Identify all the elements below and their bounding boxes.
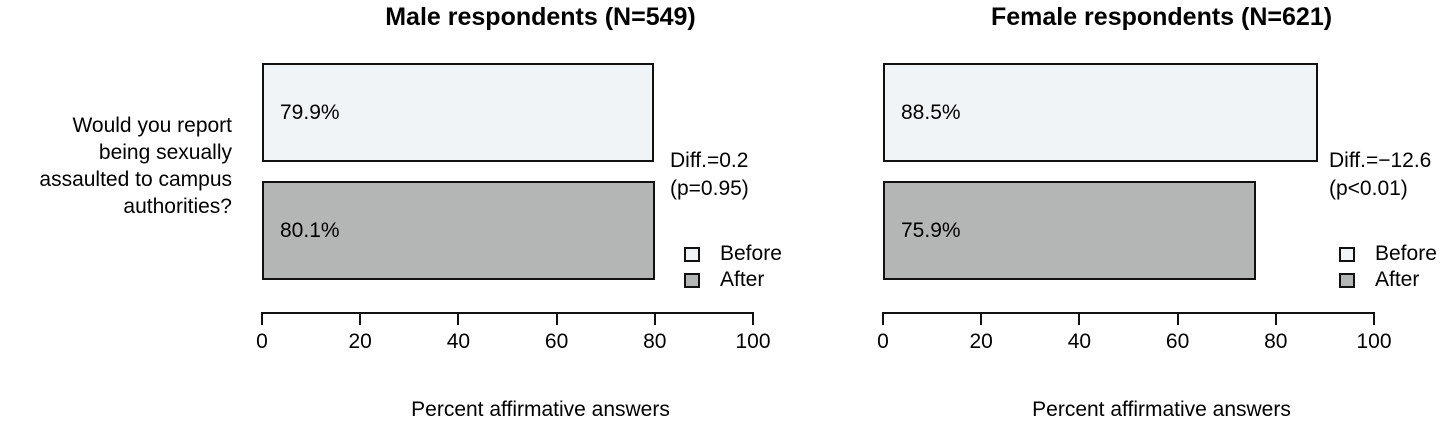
p-value: (p=0.95) [670,177,749,200]
axis-tick-label: 80 [1264,330,1288,353]
x-axis-line [882,312,1375,314]
panel-female-respondents: Female respondents (N=621) 88.5% 75.9% D… [728,0,1456,428]
legend-row-before: Before [1339,241,1437,267]
legend-swatch-before-icon [684,246,700,262]
legend-label-before: Before [720,242,782,265]
x-axis: 0 20 40 60 80 100 [256,312,771,367]
axis-tick-label: 20 [348,330,372,353]
p-value: (p<0.01) [1329,177,1408,200]
chart-title: Male respondents (N=549) [385,3,696,31]
x-axis-line [261,312,754,314]
legend-row-before: Before [684,241,782,267]
axis-tick-label: 100 [1356,330,1392,353]
axis-tick-label: 80 [643,330,667,353]
axis-tick [653,312,656,325]
difference-annotation: Diff.=−12.6 (p<0.01) [1329,147,1431,203]
chart-title: Female respondents (N=621) [990,3,1333,31]
axis-tick [980,312,983,325]
legend-swatch-before-icon [1339,246,1355,262]
x-axis-title: Percent affirmative answers [1032,398,1291,421]
bar-after: 80.1% [262,181,656,280]
legend-label-before: Before [1375,242,1437,265]
bar-before: 79.9% [262,63,655,162]
bar-before: 88.5% [883,63,1318,162]
axis-tick-label: 0 [877,330,889,353]
legend-row-after: After [1339,267,1437,293]
bar-value-label: 88.5% [901,100,961,124]
axis-tick-label: 20 [969,330,993,353]
axis-tick [359,312,362,325]
question-line: being sexually [98,141,232,164]
legend-label-after: After [1375,268,1420,291]
axis-tick [457,312,460,325]
axis-tick-label: 60 [544,330,569,353]
x-axis-title: Percent affirmative answers [411,398,670,421]
axis-tick-label: 40 [1067,330,1092,353]
axis-tick [882,312,884,325]
difference-annotation: Diff.=0.2 (p=0.95) [670,147,749,203]
diff-value: Diff.=0.2 [670,149,749,172]
legend-label-after: After [720,268,765,291]
question-line: authorities? [123,195,232,218]
axis-tick [752,312,754,325]
bar-value-label: 79.9% [280,100,340,124]
axis-tick-label: 40 [446,330,471,353]
legend-row-after: After [684,267,782,293]
axis-tick [261,312,263,325]
axis-tick [1078,312,1081,325]
axis-tick [1176,312,1179,325]
question-line: assaulted to campus [39,168,232,191]
axis-tick-label: 60 [1165,330,1190,353]
bar-after: 75.9% [883,181,1256,280]
question-label: Would you report being sexually assaulte… [0,112,232,220]
plot-area: 88.5% 75.9% [883,63,1374,313]
legend-swatch-after-icon [1339,272,1355,288]
bar-value-label: 75.9% [901,218,961,242]
diff-value: Diff.=−12.6 [1329,149,1432,172]
legend: Before After [684,241,782,293]
axis-tick [1274,312,1277,325]
panel-male-respondents: Male respondents (N=549) Would you repor… [0,3,781,421]
question-line: Would you report [72,114,232,137]
axis-tick [1373,312,1375,325]
plot-area: 79.9% 80.1% [262,63,753,313]
x-axis: 0 20 40 60 80 100 [877,312,1392,367]
legend-swatch-after-icon [684,272,700,288]
axis-tick-label: 0 [256,330,268,353]
bar-value-label: 80.1% [280,218,340,242]
axis-tick-label: 100 [735,330,771,353]
axis-tick [555,312,558,325]
legend: Before After [1339,241,1437,293]
